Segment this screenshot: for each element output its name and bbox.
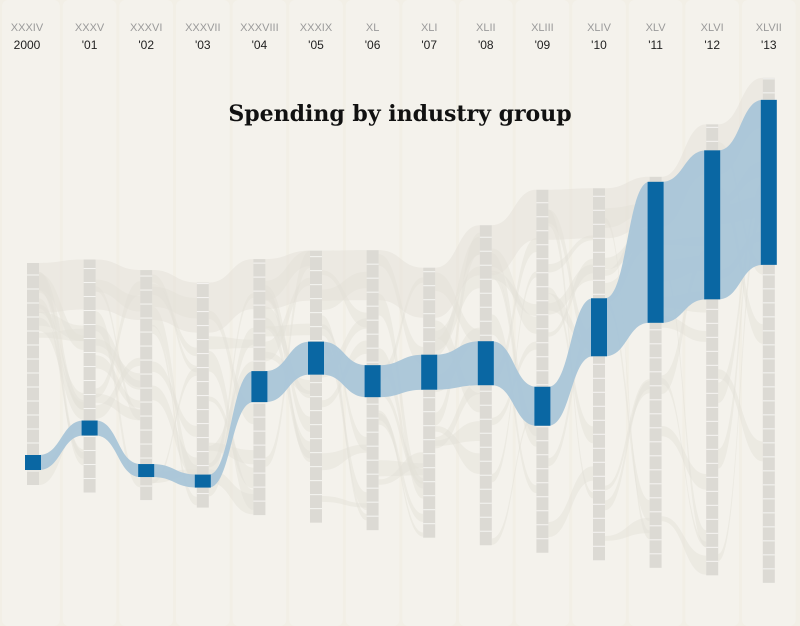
column-numeral: XLVI xyxy=(701,22,724,34)
column-numeral: XXXIX xyxy=(300,22,333,34)
column-year: '06 xyxy=(365,38,381,52)
background-flow xyxy=(322,250,367,300)
column-year: '08 xyxy=(478,38,494,52)
stack-bar xyxy=(27,263,39,485)
stack-bar xyxy=(423,268,435,538)
highlight-bar xyxy=(138,464,154,477)
column-year: '05 xyxy=(308,38,324,52)
column-year: 2000 xyxy=(14,38,41,52)
highlight-bar xyxy=(591,298,607,356)
highlight-bar xyxy=(82,421,98,436)
column-numeral: XLV xyxy=(646,22,667,34)
highlight-bar xyxy=(251,371,267,402)
column-year: '12 xyxy=(704,38,720,52)
background-flow xyxy=(548,188,593,239)
column-numeral: XL xyxy=(366,22,379,34)
highlight-bar xyxy=(478,341,494,385)
column-numeral: XLVII xyxy=(756,22,782,34)
highlight-bar xyxy=(761,100,777,265)
column-numeral: XXXVII xyxy=(185,22,220,34)
column-year: '13 xyxy=(761,38,777,52)
highlight-bar xyxy=(534,387,550,426)
column-year: '01 xyxy=(82,38,98,52)
column-numeral: XLIII xyxy=(531,22,554,34)
column-numeral: XLIV xyxy=(587,22,612,34)
column-year: '04 xyxy=(252,38,268,52)
chart: XXXIV 2000 XXXV '01 XXXVI '02 XXXVII '03 XXXVIII… xyxy=(0,0,800,626)
column-year: '10 xyxy=(591,38,607,52)
highlight-bar xyxy=(704,150,720,299)
column-year: '02 xyxy=(138,38,154,52)
background-flow xyxy=(265,251,310,309)
column-numeral: XXXVIII xyxy=(240,22,279,34)
column-numeral: XXXIV xyxy=(11,22,44,34)
highlight-bar xyxy=(365,365,381,397)
column-year: '03 xyxy=(195,38,211,52)
column-numeral: XXXVI xyxy=(130,22,162,34)
highlight-bar xyxy=(421,355,437,390)
background-flow xyxy=(39,260,84,313)
column-numeral: XLI xyxy=(421,22,438,34)
column-numeral: XXXV xyxy=(75,22,105,34)
column-year: '07 xyxy=(421,38,437,52)
column-year: '11 xyxy=(648,38,663,52)
stack-bar xyxy=(310,251,322,523)
column-year: '09 xyxy=(535,38,551,52)
stack-bar xyxy=(84,260,96,493)
chart-title: Spending by industry group xyxy=(228,101,571,127)
column-numeral: XLII xyxy=(476,22,496,34)
highlight-bar xyxy=(308,342,324,375)
highlight-bar xyxy=(648,182,664,323)
highlight-bar xyxy=(25,455,41,470)
highlight-bar xyxy=(195,475,211,488)
